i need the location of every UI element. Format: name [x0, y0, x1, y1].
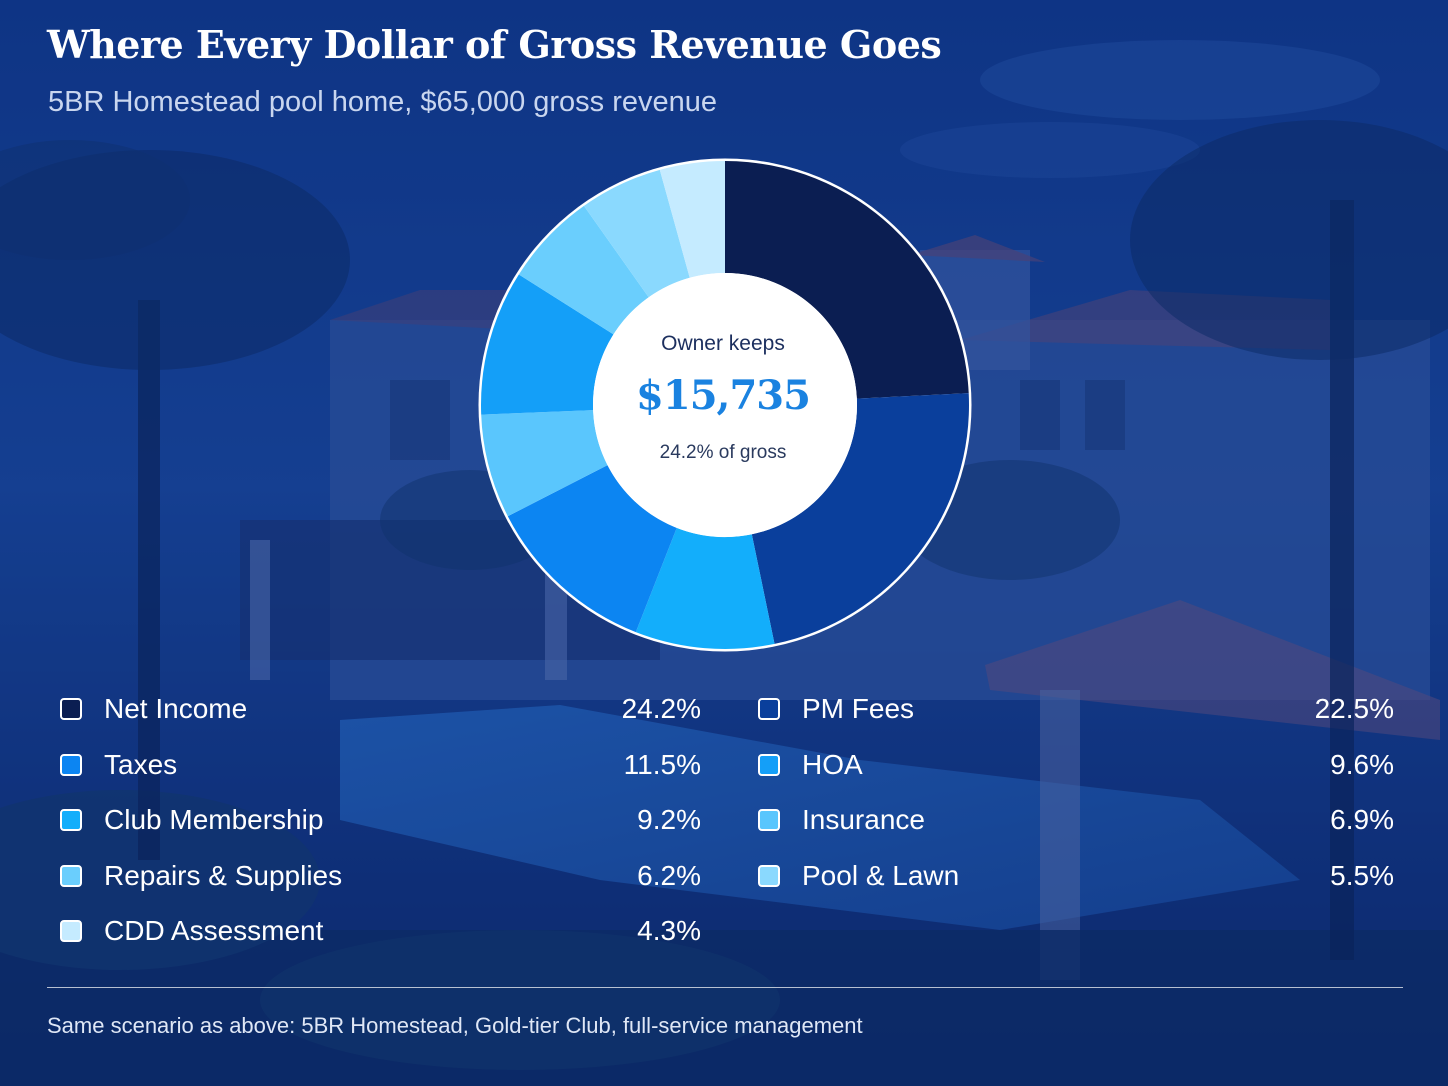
legend-swatch [758, 865, 780, 887]
legend-swatch [60, 865, 82, 887]
legend-label: Club Membership [104, 804, 324, 835]
legend-item-insurance: Insurance [758, 800, 925, 840]
donut-chart [478, 158, 972, 652]
footnote: Same scenario as above: 5BR Homestead, G… [47, 1013, 863, 1038]
legend-label: PM Fees [802, 693, 915, 724]
slice-repairs-supplies [518, 205, 649, 335]
donut-center: Owner keeps $15,735 24.2% of gross [593, 280, 853, 520]
legend-swatch [758, 809, 780, 831]
slice-taxes [507, 465, 677, 633]
legend-item-repairs-supplies: Repairs & Supplies [60, 856, 342, 896]
chart-title: Where Every Dollar of Gross Revenue Goes [47, 22, 942, 67]
legend-swatch [60, 698, 82, 720]
legend-swatch [60, 920, 82, 942]
legend-label: Net Income [104, 693, 248, 724]
slice-pm-fees [751, 393, 969, 644]
slice-club-membership [635, 527, 775, 649]
center-label: Owner keeps [661, 332, 785, 355]
divider [47, 987, 1403, 988]
legend-label: CDD Assessment [104, 915, 324, 946]
legend-label: Insurance [802, 804, 925, 835]
center-value: $15,735 [636, 372, 811, 419]
legend-item-pm-fees: PM Fees [758, 689, 914, 729]
center-sublabel: 24.2% of gross [659, 442, 787, 463]
legend-label: Pool & Lawn [802, 860, 960, 891]
legend-label: HOA [802, 749, 863, 780]
legend-item-cdd-assessment: CDD Assessment [60, 911, 323, 951]
legend-label: Taxes [104, 749, 178, 780]
legend-swatch [758, 698, 780, 720]
legend-item-hoa: HOA [758, 745, 863, 785]
legend-item-club-membership: Club Membership [60, 800, 323, 840]
legend-item-taxes: Taxes [60, 745, 177, 785]
legend-label: Repairs & Supplies [104, 860, 343, 891]
legend-swatch [758, 754, 780, 776]
legend-swatch [60, 754, 82, 776]
slice-pool-lawn [583, 169, 690, 298]
chart-subtitle: 5BR Homestead pool home, $65,000 gross r… [48, 86, 718, 118]
legend-item-net-income: Net Income [60, 689, 247, 729]
donut-hole [593, 273, 857, 537]
slice-cdd-assessment [659, 161, 725, 278]
slice-net-income [725, 161, 969, 399]
slice-hoa [481, 274, 614, 415]
legend-swatch [60, 809, 82, 831]
slice-insurance [481, 410, 608, 517]
legend-item-pool-lawn: Pool & Lawn [758, 856, 959, 896]
